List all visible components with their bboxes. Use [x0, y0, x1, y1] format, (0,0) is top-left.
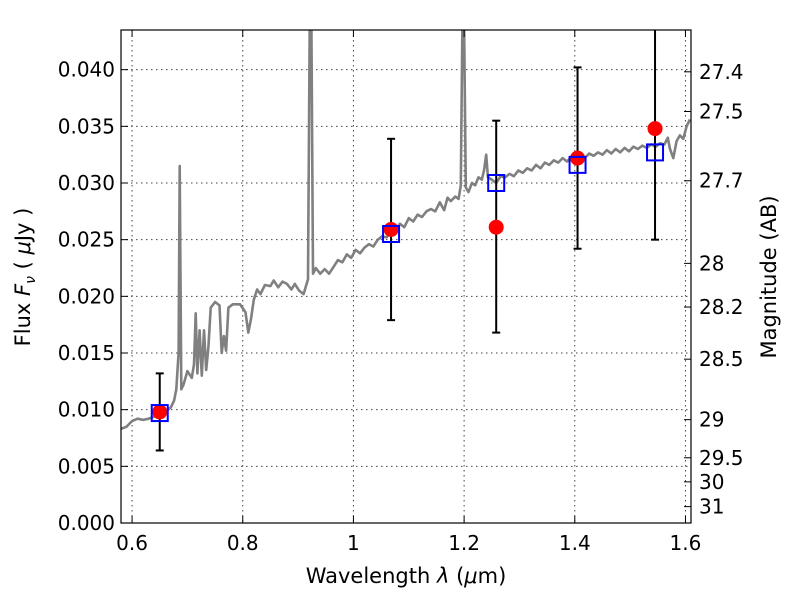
- spectrum-line: [121, 30, 691, 431]
- mag-tick-label: 27.7: [699, 169, 744, 193]
- x-tick-label: 1.6: [670, 531, 702, 555]
- model-point: [150, 404, 169, 423]
- observed-point: [488, 219, 504, 235]
- y-tick-label: 0.040: [58, 58, 115, 82]
- y-tick-label: 0.015: [58, 341, 115, 365]
- observed-point: [570, 150, 586, 166]
- model-points: [150, 143, 665, 423]
- mag-tick-label: 29: [699, 408, 724, 432]
- y-axis-label: Flux Fν ( μJy ): [11, 208, 39, 347]
- mag-tick-label: 31: [699, 495, 724, 519]
- y-tick-label: 0.020: [58, 284, 115, 308]
- axes: [120, 29, 692, 524]
- observed-point: [383, 221, 399, 237]
- mag-tick-label: 30: [699, 470, 724, 494]
- model-point: [646, 143, 665, 162]
- grid-lines: [121, 30, 691, 524]
- mag-tick-label: 28.5: [699, 347, 744, 371]
- model-point: [382, 225, 401, 243]
- y-right-axis-label: Magnitude (AB): [757, 195, 781, 358]
- mag-tick-label: 29.5: [699, 446, 744, 470]
- plot-frame: [120, 29, 692, 524]
- mag-tick-label: 28.2: [699, 295, 744, 319]
- mag-tick-label: 27.4: [699, 60, 744, 84]
- tick-labels: 0.6 0.8 1 1.2 1.4 1.6 0.000 0.005 0.010 0.015 0.02…: [58, 58, 744, 555]
- x-tick-label: 0.6: [116, 531, 148, 555]
- x-tick-label: 1.2: [448, 531, 480, 555]
- y-tick-label: 0.035: [58, 114, 115, 138]
- x-tick-label: 1: [347, 531, 360, 555]
- y-tick-label: 0.000: [58, 511, 115, 535]
- y-tick-label: 0.030: [58, 171, 115, 195]
- mag-tick-label: 28: [699, 251, 724, 275]
- x-axis-label: Wavelength λ (μm): [306, 564, 507, 588]
- y-tick-label: 0.005: [58, 454, 115, 478]
- model-point: [487, 174, 506, 192]
- mag-tick-label: 27.5: [699, 100, 744, 124]
- y-tick-label: 0.010: [58, 398, 115, 422]
- model-point: [568, 155, 587, 174]
- y-tick-label: 0.025: [58, 228, 115, 252]
- x-tick-label: 0.8: [227, 531, 259, 555]
- x-tick-label: 1.4: [559, 531, 591, 555]
- template-spectrum: [121, 30, 691, 431]
- observed-point: [152, 404, 168, 420]
- error-bars: [155, 30, 660, 452]
- observed-point: [647, 121, 663, 137]
